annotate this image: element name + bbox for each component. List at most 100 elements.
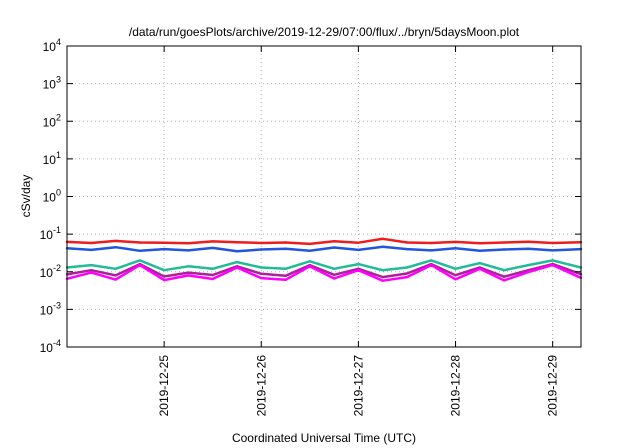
series-line-3 <box>66 259 582 272</box>
y-axis-label: cSv/day <box>19 175 33 218</box>
data-point <box>187 274 190 277</box>
data-point <box>162 269 166 272</box>
chart-title: /data/run/goesPlots/archive/2019-12-29/0… <box>129 25 520 39</box>
data-point <box>381 245 384 248</box>
data-point <box>454 278 457 281</box>
y-tick-label: 102 <box>43 112 61 129</box>
data-point <box>332 246 336 249</box>
data-point <box>211 277 214 281</box>
data-point <box>527 240 530 243</box>
x-tick-label: 2019-12-25 <box>157 355 171 417</box>
y-axis: 10-4 10-3 10-2 10-1 100 101 102 103 104 <box>40 37 581 355</box>
data-point <box>260 248 263 251</box>
data-point <box>405 272 409 275</box>
data-point <box>90 241 93 245</box>
data-point <box>430 249 433 252</box>
data-point <box>187 249 190 252</box>
data-point <box>551 241 554 245</box>
data-point <box>478 267 481 270</box>
y-tick-label: 104 <box>43 37 61 54</box>
data-point <box>90 248 93 252</box>
data-point <box>527 263 530 267</box>
data-point <box>405 266 409 269</box>
data-point <box>308 242 311 246</box>
data-point <box>478 242 481 245</box>
data-point <box>90 269 93 272</box>
data-point <box>235 266 239 269</box>
data-point <box>332 273 336 276</box>
data-point <box>478 249 481 252</box>
data-point <box>284 241 287 244</box>
data-point <box>260 276 263 280</box>
data-point <box>114 274 117 277</box>
x-tick-label: 2019-12-27 <box>351 355 365 417</box>
series-line-4 <box>66 262 582 279</box>
data-point <box>502 275 506 278</box>
data-point <box>162 278 166 282</box>
data-point <box>502 269 506 272</box>
data-point <box>381 275 384 279</box>
data-point <box>138 263 142 267</box>
data-point <box>551 259 554 262</box>
data-point <box>430 259 433 262</box>
data-point <box>502 248 506 251</box>
x-tick-label: 2019-12-28 <box>449 355 463 417</box>
data-point <box>260 241 263 245</box>
data-point <box>162 247 166 251</box>
data-point <box>454 247 457 250</box>
data-point <box>332 267 336 270</box>
data-point <box>381 237 384 240</box>
data-point <box>138 249 142 252</box>
x-tick-label: 2019-12-29 <box>546 355 560 417</box>
y-tick-label: 101 <box>43 150 61 167</box>
data-point <box>284 274 287 277</box>
data-point <box>162 275 166 278</box>
data-point <box>332 277 336 280</box>
data-point <box>138 241 142 244</box>
data-point <box>187 265 190 268</box>
data-point <box>235 241 239 244</box>
data-point <box>308 265 311 268</box>
data-point <box>430 241 433 245</box>
data-point <box>332 240 336 243</box>
series-line-2 <box>66 245 582 253</box>
data-point <box>187 242 190 245</box>
data-point <box>381 269 384 272</box>
data-point <box>381 279 384 282</box>
data-point <box>90 263 93 267</box>
data-point <box>478 261 481 265</box>
x-axis: 2019-12-25 2019-12-26 2019-12-27 2019-12-28… <box>157 46 560 416</box>
data-point <box>284 278 287 281</box>
data-point <box>114 267 117 270</box>
data-point <box>114 278 117 281</box>
data-point <box>260 272 263 275</box>
data-point <box>114 246 117 249</box>
data-point <box>405 247 409 251</box>
data-point <box>114 239 117 243</box>
series-line-5 <box>66 263 582 282</box>
data-point <box>502 241 506 244</box>
x-tick-label: 2019-12-26 <box>254 355 268 417</box>
data-point <box>235 260 239 264</box>
data-point <box>308 249 311 252</box>
data-point <box>405 275 409 279</box>
data-point <box>211 267 214 270</box>
data-point <box>527 270 530 274</box>
data-point <box>211 273 214 277</box>
data-point <box>235 250 239 253</box>
data-point <box>211 246 214 250</box>
y-tick-label: 10-4 <box>40 338 61 355</box>
data-point <box>551 263 554 267</box>
y-tick-label: 10-3 <box>40 300 61 317</box>
y-tick-label: 10-1 <box>40 225 61 242</box>
data-point <box>454 267 457 270</box>
data-point <box>90 271 93 274</box>
data-point <box>308 260 311 263</box>
data-point <box>430 263 433 267</box>
data-point <box>357 262 360 266</box>
data-point <box>454 274 457 277</box>
data-point <box>284 247 287 250</box>
x-axis-label: Coordinated Universal Time (UTC) <box>232 431 416 445</box>
data-point <box>454 240 457 244</box>
